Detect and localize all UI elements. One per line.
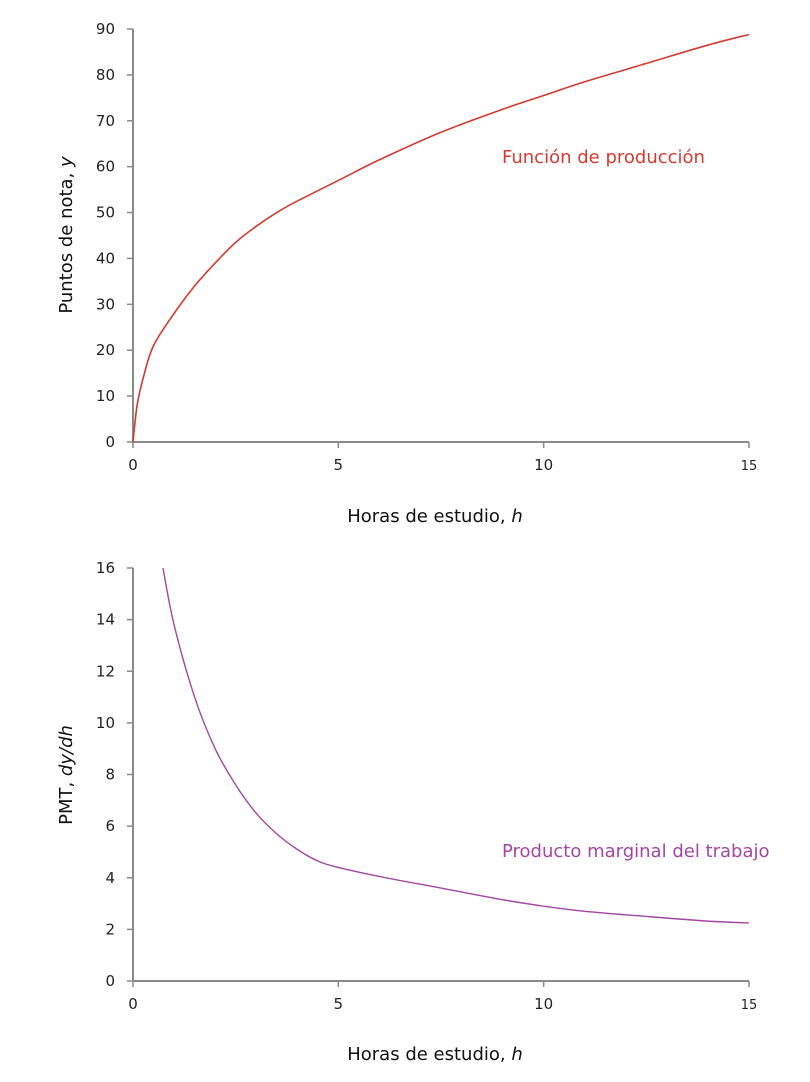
x-tick-label: 10	[534, 995, 553, 1013]
x-tick-label: 10	[534, 456, 553, 474]
production-function-chart: 0 10 20 30 40 50 60 70 80 90 0 5 10 15 Función de pro…	[56, 20, 757, 527]
production-function-curve	[132, 33, 750, 443]
y-tick-label: 10	[96, 387, 115, 405]
y-tick-label: 6	[105, 817, 115, 835]
y-tick-label: 30	[96, 295, 115, 313]
x-tick-label: 0	[128, 456, 138, 474]
y-tick-label: 4	[105, 869, 115, 887]
y-tick-label: 10	[96, 714, 115, 732]
y-tick-label: 50	[96, 204, 115, 222]
x-tick-label: 5	[334, 456, 344, 474]
y-tick-label: 80	[96, 66, 115, 84]
bottom-y-axis-title: PMT, dy/dh	[56, 725, 77, 825]
y-tick-label: 60	[96, 158, 115, 176]
y-tick-label: 8	[105, 766, 115, 784]
top-axes: 0 10 20 30 40 50 60 70 80 90 0 5 10 15	[96, 20, 757, 474]
bottom-x-axis-title: Horas de estudio, h	[347, 1044, 523, 1065]
y-tick-label: 70	[96, 112, 115, 130]
x-tick-label: 15	[741, 459, 758, 474]
marginal-product-curve	[162, 567, 750, 924]
bottom-axes: 0 2 4 6 8 10 12 14 16 0 5 10 15	[96, 559, 757, 1013]
y-tick-label: 0	[105, 972, 115, 990]
y-tick-label: 14	[96, 611, 115, 629]
y-tick-label: 2	[105, 920, 115, 938]
y-tick-label: 40	[96, 249, 115, 267]
marginal-product-chart: 0 2 4 6 8 10 12 14 16 0 5 10 15 Producto marginal de…	[56, 559, 770, 1065]
y-tick-label: 16	[96, 559, 115, 577]
marginal-product-label: Producto marginal del trabajo	[502, 841, 770, 862]
production-function-label: Función de producción	[502, 147, 705, 168]
y-tick-label: 90	[96, 20, 115, 38]
x-tick-label: 0	[128, 995, 138, 1013]
y-tick-label: 20	[96, 341, 115, 359]
x-tick-label: 15	[741, 998, 758, 1013]
top-x-axis-title: Horas de estudio, h	[347, 506, 523, 527]
y-tick-label: 12	[96, 662, 115, 680]
top-y-axis-title: Puntos de nota, y	[56, 156, 77, 314]
x-tick-label: 5	[334, 995, 344, 1013]
y-tick-label: 0	[105, 433, 115, 451]
